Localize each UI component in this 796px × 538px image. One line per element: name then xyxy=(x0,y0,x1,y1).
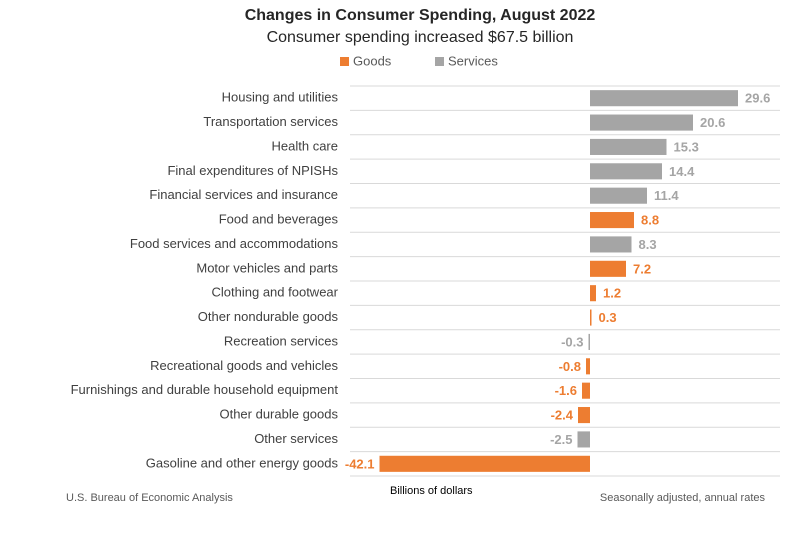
bar xyxy=(590,114,693,131)
y-tick-label: Final expenditures of NPISHs xyxy=(167,163,338,178)
data-label: 8.3 xyxy=(639,237,657,252)
chart-title: Changes in Consumer Spending, August 202… xyxy=(245,7,596,24)
bar xyxy=(590,212,634,229)
y-tick-label: Other nondurable goods xyxy=(198,309,339,324)
y-tick-label: Food and beverages xyxy=(219,212,339,227)
data-label: -0.3 xyxy=(561,334,583,349)
y-tick-label: Transportation services xyxy=(203,114,338,129)
legend-label: Services xyxy=(448,53,498,68)
x-axis-label: Billions of dollars xyxy=(390,485,473,497)
y-tick-label: Food services and accommodations xyxy=(130,236,339,251)
legend-label: Goods xyxy=(353,53,392,68)
chart-subtitle: Consumer spending increased $67.5 billio… xyxy=(267,29,574,46)
bar xyxy=(577,431,590,448)
data-label: -2.4 xyxy=(551,408,574,423)
y-tick-label: Recreational goods and vehicles xyxy=(150,358,338,373)
data-label: 29.6 xyxy=(745,91,770,106)
data-label: -42.1 xyxy=(345,456,375,471)
data-label: 14.4 xyxy=(669,164,695,179)
bar xyxy=(379,455,590,472)
y-tick-label: Recreation services xyxy=(224,333,339,348)
bar xyxy=(590,285,596,302)
data-label: -1.6 xyxy=(555,383,577,398)
bar xyxy=(590,309,592,326)
y-tick-label: Motor vehicles and parts xyxy=(196,260,338,275)
legend-swatch xyxy=(435,57,444,66)
data-label: 8.8 xyxy=(641,213,659,228)
y-tick-label: Financial services and insurance xyxy=(149,187,338,202)
data-label: 20.6 xyxy=(700,115,725,130)
bar xyxy=(586,358,590,375)
y-tick-label: Other services xyxy=(254,431,338,446)
y-tick-label: Housing and utilities xyxy=(222,90,339,105)
data-label: 11.4 xyxy=(654,188,679,203)
y-tick-label: Health care xyxy=(272,138,338,153)
data-label: 1.2 xyxy=(603,286,621,301)
bar xyxy=(590,260,626,277)
note: Seasonally adjusted, annual rates xyxy=(600,492,766,504)
data-label: -2.5 xyxy=(550,432,572,447)
bar xyxy=(578,407,590,424)
data-label: -0.8 xyxy=(559,359,581,374)
bar xyxy=(590,187,647,204)
legend-swatch xyxy=(340,57,349,66)
y-tick-label: Other durable goods xyxy=(219,407,338,422)
bar xyxy=(590,163,662,180)
bar xyxy=(590,90,738,107)
y-tick-label: Clothing and footwear xyxy=(212,285,339,300)
bar xyxy=(590,138,667,155)
bar xyxy=(582,382,590,399)
data-label: 7.2 xyxy=(633,261,651,276)
bar xyxy=(588,333,590,350)
source: U.S. Bureau of Economic Analysis xyxy=(66,492,233,504)
y-tick-label: Gasoline and other energy goods xyxy=(146,455,339,470)
data-label: 15.3 xyxy=(674,139,699,154)
y-tick-label: Furnishings and durable household equipm… xyxy=(71,382,339,397)
bar xyxy=(590,236,632,253)
data-label: 0.3 xyxy=(599,310,617,325)
